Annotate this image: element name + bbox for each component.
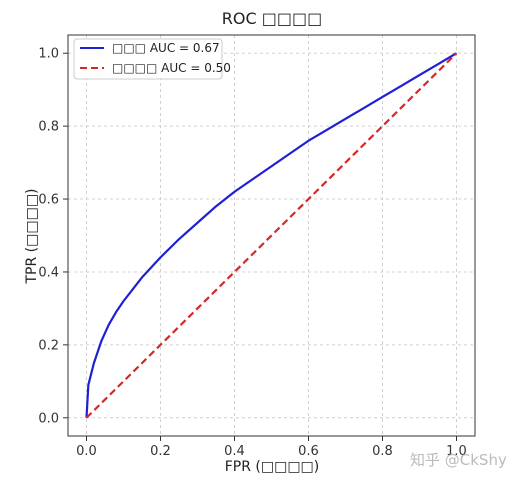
series [85,52,458,419]
x-tick-label: 0.4 [224,444,245,459]
chart-title: ROC □□□□ [222,9,322,28]
y-axis-title: TPR (□□□□) [24,188,40,284]
legend-label-model: □□□ AUC = 0.67 [112,41,220,55]
plot-frame [67,34,476,437]
x-tick-label: 0.8 [372,444,393,459]
y-tick-label: 0.4 [38,265,59,280]
watermark: 知乎 @CkShy [410,451,507,469]
x-tick-label: 1.0 [446,444,467,459]
y-tick-label: 0.0 [38,411,59,426]
legend: □□□ AUC = 0.67 □□□□ AUC = 0.50 [73,38,231,80]
x-tick-label: 0.6 [298,444,319,459]
x-tick-label: 0.2 [150,444,171,459]
y-tick-label: 0.8 [38,120,59,135]
y-tick-label: 0.2 [38,338,59,353]
x-axis-title: FPR (□□□□) [225,459,320,475]
legend-box [73,38,223,80]
roc-curve-line [85,52,458,418]
legend-label-baseline: □□□□ AUC = 0.50 [112,61,231,75]
baseline-diagonal-line [85,52,458,419]
x-tick-label: 0.0 [76,444,97,459]
axis-ticks: 0.0 0.2 0.4 0.6 0.8 1.0 0.0 0.2 0.4 0.6 0.8 1.0 [38,47,467,459]
y-tick-label: 0.6 [38,193,59,208]
y-tick-label: 1.0 [38,47,59,62]
